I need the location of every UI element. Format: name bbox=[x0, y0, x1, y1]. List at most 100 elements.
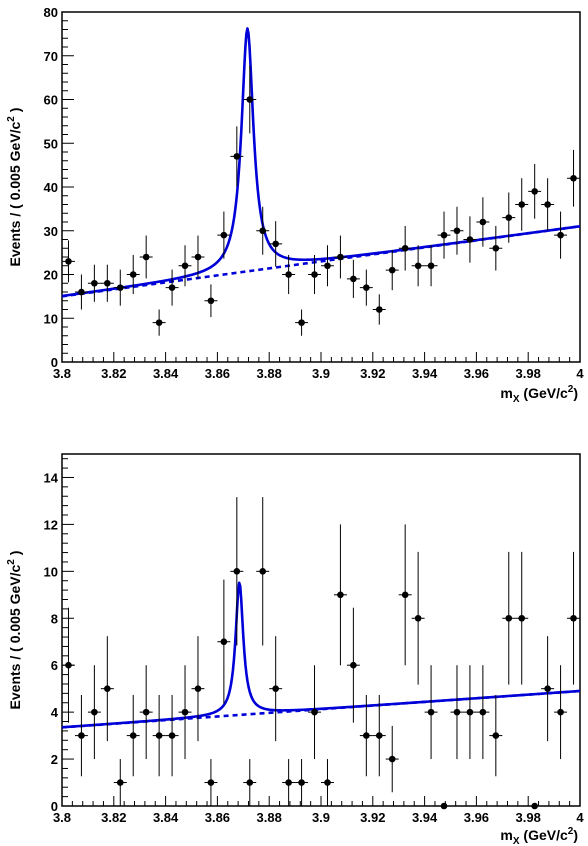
data-marker bbox=[505, 214, 513, 221]
data-marker bbox=[324, 779, 331, 786]
data-marker bbox=[337, 253, 344, 261]
data-marker bbox=[492, 732, 500, 739]
data-point bbox=[541, 178, 555, 231]
x-tick-label: 3.84 bbox=[153, 810, 179, 825]
fit-background-curve bbox=[62, 225, 580, 298]
x-tick-label: 3.82 bbox=[101, 810, 126, 825]
data-marker bbox=[453, 227, 461, 235]
data-marker bbox=[298, 319, 305, 326]
y-tick-label: 80 bbox=[44, 5, 58, 20]
data-point bbox=[74, 274, 88, 310]
x-tick-label: 3.84 bbox=[153, 366, 179, 381]
data-marker bbox=[129, 732, 137, 739]
data-marker bbox=[78, 732, 85, 739]
data-marker bbox=[518, 201, 526, 208]
y-tick-label: 40 bbox=[44, 180, 58, 195]
data-marker bbox=[557, 231, 564, 239]
data-point bbox=[502, 551, 516, 685]
data-marker bbox=[505, 614, 513, 622]
data-marker bbox=[544, 685, 551, 692]
data-marker bbox=[557, 708, 564, 716]
data-marker bbox=[272, 685, 279, 692]
data-marker bbox=[207, 297, 215, 305]
data-marker bbox=[104, 685, 111, 692]
data-marker bbox=[388, 266, 396, 274]
x-tick-label: 3.82 bbox=[101, 366, 126, 381]
data-point bbox=[62, 240, 75, 283]
data-point bbox=[178, 245, 192, 287]
data-point bbox=[489, 225, 503, 271]
data-point bbox=[333, 235, 347, 279]
data-marker bbox=[233, 568, 241, 575]
x-tick-label: 3.86 bbox=[205, 810, 230, 825]
data-marker bbox=[311, 708, 318, 716]
data-point bbox=[165, 269, 179, 306]
data-point bbox=[126, 694, 140, 777]
data-point bbox=[372, 694, 386, 777]
data-point bbox=[424, 665, 438, 760]
data-point bbox=[230, 497, 244, 646]
data-point bbox=[282, 759, 296, 806]
data-point bbox=[463, 216, 477, 263]
data-point bbox=[321, 245, 334, 287]
data-marker bbox=[233, 153, 241, 160]
data-marker bbox=[350, 661, 357, 669]
data-point bbox=[295, 309, 309, 336]
y-tick-label: 10 bbox=[44, 564, 58, 579]
data-marker bbox=[363, 284, 370, 291]
data-point bbox=[204, 759, 218, 806]
data-point bbox=[100, 264, 114, 302]
data-point bbox=[204, 284, 218, 318]
data-marker bbox=[350, 275, 357, 283]
data-marker bbox=[298, 779, 305, 786]
data-marker bbox=[401, 591, 409, 599]
y-tick-label: 20 bbox=[44, 268, 58, 283]
data-point bbox=[489, 694, 503, 777]
data-marker bbox=[116, 779, 124, 786]
data-marker bbox=[181, 708, 189, 716]
data-marker bbox=[311, 271, 318, 278]
data-point bbox=[217, 579, 231, 704]
data-marker bbox=[91, 708, 98, 716]
data-point bbox=[152, 309, 166, 336]
data-points bbox=[62, 65, 580, 336]
data-point bbox=[398, 225, 412, 271]
data-point bbox=[282, 254, 296, 295]
data-point bbox=[411, 551, 425, 685]
data-marker bbox=[285, 271, 292, 278]
data-point bbox=[411, 245, 425, 287]
y-tick-label: 50 bbox=[44, 136, 58, 151]
data-marker bbox=[168, 732, 176, 739]
data-marker bbox=[285, 779, 292, 786]
data-point bbox=[359, 269, 373, 306]
x-tick-label: 3.8 bbox=[53, 810, 71, 825]
data-marker bbox=[375, 306, 383, 313]
x-axis-title: mX (GeV/c2) bbox=[500, 384, 578, 405]
data-point bbox=[191, 235, 205, 279]
x-tick-label: 3.94 bbox=[412, 810, 438, 825]
data-point bbox=[515, 178, 529, 231]
data-point bbox=[528, 802, 542, 810]
data-point bbox=[256, 497, 270, 646]
data-point bbox=[87, 264, 101, 302]
data-point bbox=[398, 524, 412, 666]
fit-background-curve bbox=[62, 689, 580, 729]
data-marker bbox=[531, 188, 538, 195]
data-point bbox=[243, 65, 257, 134]
x-tick-label: 3.98 bbox=[516, 366, 541, 381]
data-point bbox=[502, 192, 516, 243]
data-points bbox=[62, 497, 580, 810]
y-axis-title: Events / ( 0.005 GeV/c2 ) bbox=[6, 551, 23, 710]
data-point bbox=[217, 211, 231, 259]
data-point bbox=[269, 221, 283, 267]
data-point bbox=[515, 551, 529, 685]
data-point bbox=[113, 759, 127, 806]
data-point bbox=[295, 759, 309, 806]
data-marker bbox=[479, 708, 487, 716]
x-tick-label: 3.98 bbox=[516, 810, 541, 825]
data-point bbox=[359, 694, 373, 777]
data-marker bbox=[207, 779, 215, 786]
data-point bbox=[476, 197, 490, 247]
data-point bbox=[372, 294, 386, 325]
data-marker bbox=[142, 708, 150, 716]
